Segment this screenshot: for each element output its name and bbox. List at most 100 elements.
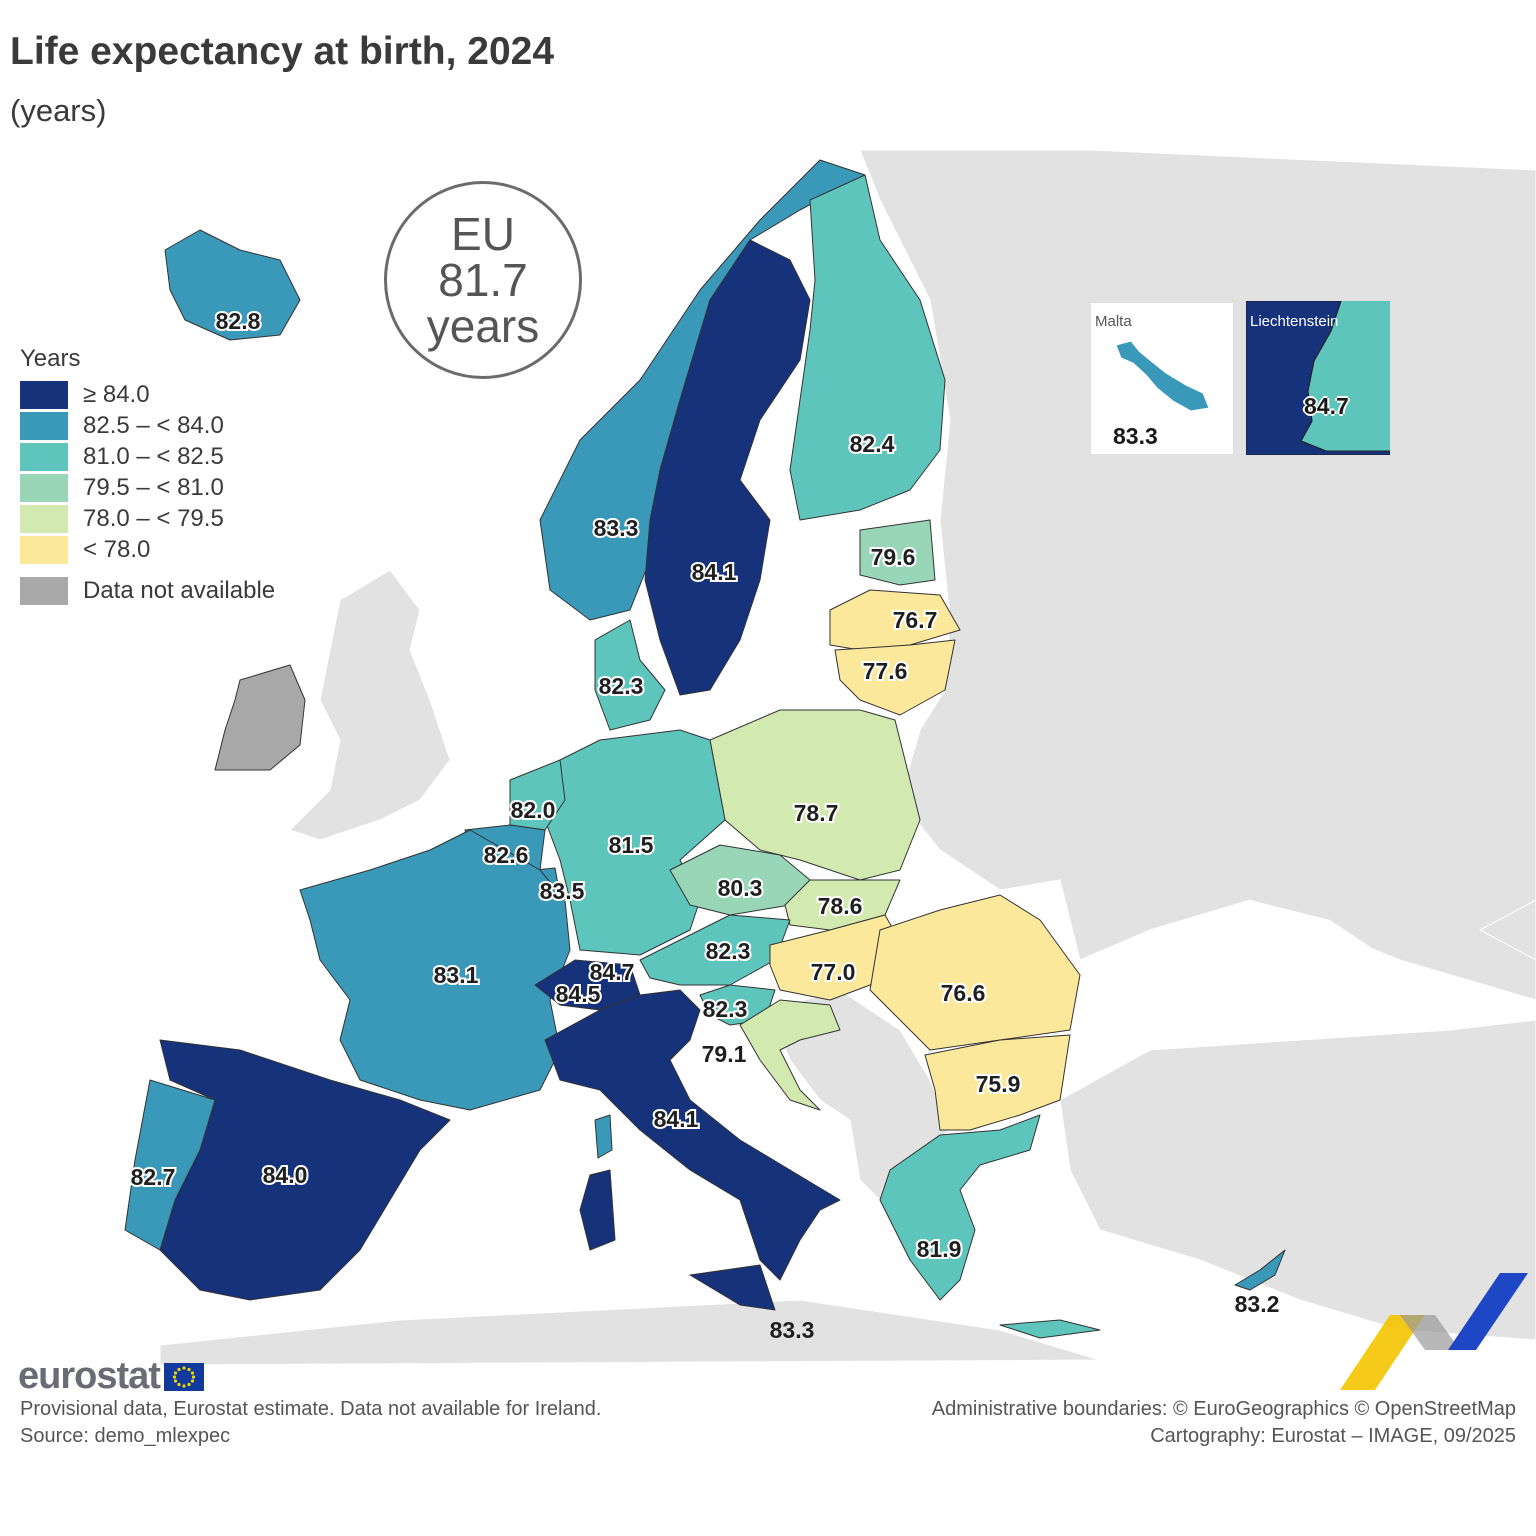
ireland-shape bbox=[214, 664, 306, 771]
poland-shape bbox=[709, 709, 921, 881]
label-greece: 81.9 bbox=[917, 1236, 962, 1262]
iberia-north-africa-strip bbox=[1478, 899, 1536, 961]
uk-land bbox=[289, 569, 451, 841]
map-subtitle: (years) bbox=[10, 93, 107, 128]
eu-average-badge: EU 81.7 years bbox=[384, 181, 582, 379]
latvia-shape bbox=[829, 589, 961, 651]
germany-shape bbox=[544, 729, 726, 956]
legend-label: < 78.0 bbox=[83, 535, 151, 563]
eu-value: 81.7 bbox=[438, 254, 528, 306]
eu-label: EU bbox=[451, 208, 515, 260]
liechtenstein-border bbox=[1300, 301, 1390, 452]
label-switzerland: 84.5 bbox=[556, 981, 601, 1007]
legend-label: 81.0 – < 82.5 bbox=[83, 442, 224, 470]
cyprus-shape bbox=[1234, 1249, 1286, 1291]
label-denmark: 82.3 bbox=[599, 673, 644, 699]
label-liechtenstein: 84.7 bbox=[590, 959, 635, 985]
label-luxembourg: 83.5 bbox=[540, 878, 585, 904]
legend-item: < 78.0 bbox=[20, 534, 275, 565]
label-iceland: 82.8 bbox=[216, 308, 261, 334]
legend-swatch-na bbox=[20, 576, 68, 605]
eurostat-logo: eurostat bbox=[18, 1355, 204, 1398]
label-portugal: 82.7 bbox=[131, 1164, 176, 1190]
label-spain: 84.0 bbox=[263, 1162, 308, 1188]
map-title: Life expectancy at birth, 2024 bbox=[10, 30, 555, 73]
slovakia-shape bbox=[784, 879, 901, 931]
label-lithuania: 77.6 bbox=[863, 658, 908, 684]
legend-item: 82.5 – < 84.0 bbox=[20, 410, 275, 441]
label-sweden: 84.1 bbox=[692, 559, 737, 585]
malta-map bbox=[1115, 340, 1210, 412]
label-slovenia: 82.3 bbox=[703, 996, 748, 1022]
inset-liechtenstein: Liechtenstein 84.7 bbox=[1245, 300, 1391, 456]
russia-belarus-ukraine-land bbox=[859, 149, 1536, 1001]
legend-label-na: Data not available bbox=[83, 576, 276, 604]
legend-swatch bbox=[20, 380, 68, 409]
iceland-shape bbox=[164, 229, 301, 341]
corner-stripes-logo bbox=[1340, 1273, 1528, 1390]
yellow-stripe bbox=[1340, 1315, 1425, 1390]
inset-malta: Malta 83.3 bbox=[1090, 302, 1234, 455]
label-norway: 83.3 bbox=[594, 515, 639, 541]
footnote-cartography: Cartography: Eurostat – IMAGE, 09/2025 bbox=[1150, 1425, 1516, 1447]
croatia-shape bbox=[739, 999, 841, 1111]
legend-item: 81.0 – < 82.5 bbox=[20, 441, 275, 472]
label-bulgaria: 75.9 bbox=[976, 1071, 1021, 1097]
legend-item-na: Data not available bbox=[20, 575, 275, 606]
romania-shape bbox=[869, 894, 1081, 1051]
footnote-boundaries: Administrative boundaries: © EuroGeograp… bbox=[931, 1398, 1516, 1420]
legend: Years ≥ 84.0 82.5 – < 84.0 81.0 – < 82.5… bbox=[20, 345, 275, 606]
label-czechia: 80.3 bbox=[718, 875, 763, 901]
inset-malta-title: Malta bbox=[1095, 313, 1132, 330]
legend-title: Years bbox=[20, 345, 81, 372]
label-croatia: 79.1 bbox=[702, 1041, 747, 1067]
crete-shape bbox=[999, 1319, 1101, 1339]
eurostat-wordmark: eurostat bbox=[18, 1355, 161, 1397]
label-sicily: 83.3 bbox=[770, 1317, 815, 1343]
blue-stripe bbox=[1448, 1273, 1528, 1350]
eu-unit: years bbox=[426, 300, 540, 352]
north-africa-land bbox=[159, 1299, 1101, 1366]
liechtenstein-map bbox=[1246, 301, 1390, 455]
sweden-shape bbox=[644, 239, 811, 696]
label-cyprus: 83.2 bbox=[1235, 1291, 1280, 1317]
legend-swatch bbox=[20, 411, 68, 440]
legend-label: ≥ 84.0 bbox=[83, 380, 150, 408]
inset-liechtenstein-value: 84.7 bbox=[1304, 393, 1349, 419]
label-italy: 84.1 bbox=[654, 1106, 699, 1132]
legend-label: 82.5 – < 84.0 bbox=[83, 411, 224, 439]
portugal-shape bbox=[124, 1079, 216, 1251]
label-germany: 81.5 bbox=[609, 832, 654, 858]
legend-swatch bbox=[20, 504, 68, 533]
hungary-shape bbox=[769, 914, 906, 1001]
black-sea bbox=[1070, 900, 1390, 1080]
europe-map: 82.8 83.3 84.1 82.4 79.6 76.7 77.6 82.3 … bbox=[124, 149, 1536, 1366]
legend-swatch bbox=[20, 473, 68, 502]
label-estonia: 79.6 bbox=[871, 544, 916, 570]
denmark-shape bbox=[594, 619, 666, 731]
france-shape bbox=[299, 829, 571, 1111]
malta-shape bbox=[1115, 340, 1210, 412]
label-belgium: 82.6 bbox=[484, 842, 529, 868]
legend-item: ≥ 84.0 bbox=[20, 379, 275, 410]
label-slovakia: 78.6 bbox=[818, 893, 863, 919]
label-netherlands: 82.0 bbox=[511, 797, 556, 823]
sardinia-shape bbox=[579, 1169, 616, 1251]
finland-shape bbox=[789, 174, 946, 521]
legend-item: 79.5 – < 81.0 bbox=[20, 472, 275, 503]
label-austria: 82.3 bbox=[706, 938, 751, 964]
footnote-source: Source: demo_mlexpec bbox=[20, 1425, 231, 1447]
lithuania-shape bbox=[834, 639, 956, 716]
corsica-shape bbox=[594, 1114, 613, 1159]
legend-item: 78.0 – < 79.5 bbox=[20, 503, 275, 534]
bulgaria-shape bbox=[924, 1034, 1071, 1131]
legend-label: 79.5 – < 81.0 bbox=[83, 473, 224, 501]
sicily-shape bbox=[689, 1264, 776, 1311]
inset-malta-value: 83.3 bbox=[1113, 423, 1158, 449]
label-romania: 76.6 bbox=[941, 980, 986, 1006]
label-latvia: 76.7 bbox=[893, 607, 938, 633]
label-france: 83.1 bbox=[434, 962, 479, 988]
footnote-provisional: Provisional data, Eurostat estimate. Dat… bbox=[20, 1398, 602, 1420]
greece-shape bbox=[879, 1114, 1041, 1301]
eu-flag-icon bbox=[163, 1362, 204, 1391]
